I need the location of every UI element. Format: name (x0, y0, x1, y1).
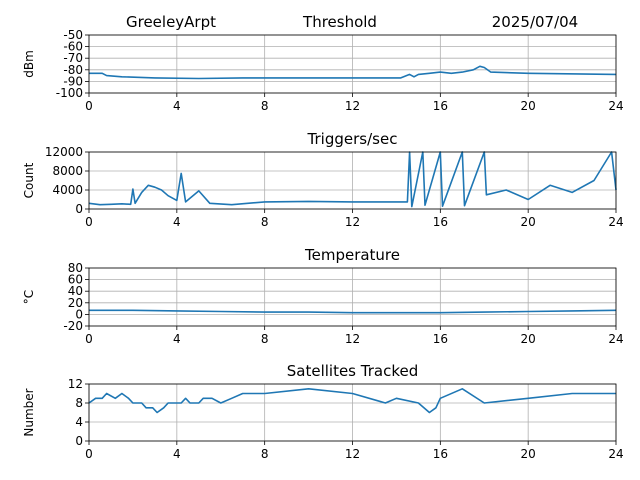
triggers-title: Triggers/sec (307, 130, 398, 148)
threshold-ytick-label: -100 (56, 86, 83, 100)
satellites-title: Satellites Tracked (287, 362, 418, 380)
triggers-xtick-label: 4 (173, 215, 181, 229)
triggers-xtick-label: 24 (608, 215, 623, 229)
satellites-frame (88, 383, 617, 442)
threshold-frame (88, 34, 617, 94)
triggers-ytick-label: 4000 (52, 183, 83, 197)
temperature-xtick-label: 0 (85, 332, 93, 346)
satellites-xtick-label: 0 (85, 447, 93, 461)
triggers-ytick-label: 8000 (52, 164, 83, 178)
triggers-series-line (88, 151, 617, 208)
triggers-xtick-label: 12 (345, 215, 360, 229)
threshold-ytick-label: -50 (63, 28, 83, 42)
station-label: GreeleyArpt (126, 13, 216, 31)
threshold-xtick-label: 12 (345, 99, 360, 113)
satellites-ytick-label: 12 (68, 377, 83, 391)
threshold-series-line (89, 65, 617, 80)
threshold-xtick-label: 20 (521, 99, 536, 113)
temperature-ytick-label: 40 (68, 284, 83, 298)
threshold-ytick-label: -70 (63, 51, 83, 65)
triggers-ytick-label: 12000 (45, 145, 83, 159)
satellites-xtick-label: 4 (173, 447, 181, 461)
satellites-xtick-label: 12 (345, 447, 360, 461)
threshold-panel: 0 4 8 12 16 20 24 -100-90-80-70-60-50 dBm (22, 28, 624, 113)
temperature-xtick-label: 8 (261, 332, 269, 346)
threshold-ytick-label: -60 (63, 40, 83, 54)
satellites-ytick-label: 4 (75, 415, 83, 429)
temperature-xtick-label: 16 (433, 332, 448, 346)
satellites-ytick-label: 8 (75, 396, 83, 410)
threshold-xtick-label: 16 (433, 99, 448, 113)
temperature-ylabel: °C (22, 290, 36, 304)
satellites-xtick-label: 24 (608, 447, 623, 461)
temperature-xtick-label: 24 (608, 332, 623, 346)
satellites-series-line (88, 387, 616, 414)
threshold-xtick-label: 4 (173, 99, 181, 113)
satellites-xtick-label: 8 (261, 447, 269, 461)
temperature-ytick-label: 20 (68, 296, 83, 310)
triggers-frame (88, 151, 617, 210)
temperature-frame (88, 267, 617, 327)
satellites-xtick-label: 20 (521, 447, 536, 461)
temperature-title: Temperature (304, 246, 400, 264)
triggers-xtick-label: 20 (521, 215, 536, 229)
temperature-xtick-label: 12 (345, 332, 360, 346)
threshold-ytick-label: -80 (63, 63, 83, 77)
temperature-ytick-label: -20 (63, 319, 83, 333)
satellites-ytick-label: 0 (75, 434, 83, 448)
temperature-series-line (89, 309, 617, 314)
threshold-ylabel: dBm (22, 50, 36, 78)
triggers-panel: Triggers/sec 0 4 8 12 16 20 24 0 4000 8000 12000 Co… (22, 130, 624, 229)
temperature-ytick-label: 80 (68, 261, 83, 275)
temperature-ytick-label: 0 (75, 307, 83, 321)
triggers-xtick-label: 0 (85, 215, 93, 229)
temperature-xtick-label: 4 (173, 332, 181, 346)
satellites-ylabel: Number (22, 388, 36, 436)
threshold-xtick-label: 24 (608, 99, 623, 113)
threshold-xtick-label: 8 (261, 99, 269, 113)
triggers-ytick-label: 0 (75, 202, 83, 216)
triggers-xtick-label: 8 (261, 215, 269, 229)
date-label: 2025/07/04 (492, 13, 578, 31)
temperature-xtick-label: 20 (521, 332, 536, 346)
satellites-panel: Satellites Tracked 0 4 8 12 16 20 24 0 4 8 12 Numbe… (22, 362, 624, 461)
temperature-ytick-label: 60 (68, 273, 83, 287)
triggers-xtick-label: 16 (433, 215, 448, 229)
triggers-ylabel: Count (22, 162, 36, 198)
threshold-ytick-label: -90 (63, 74, 83, 88)
threshold-xtick-label: 0 (85, 99, 93, 113)
figure-title: Threshold (302, 13, 377, 31)
satellites-xtick-label: 16 (433, 447, 448, 461)
